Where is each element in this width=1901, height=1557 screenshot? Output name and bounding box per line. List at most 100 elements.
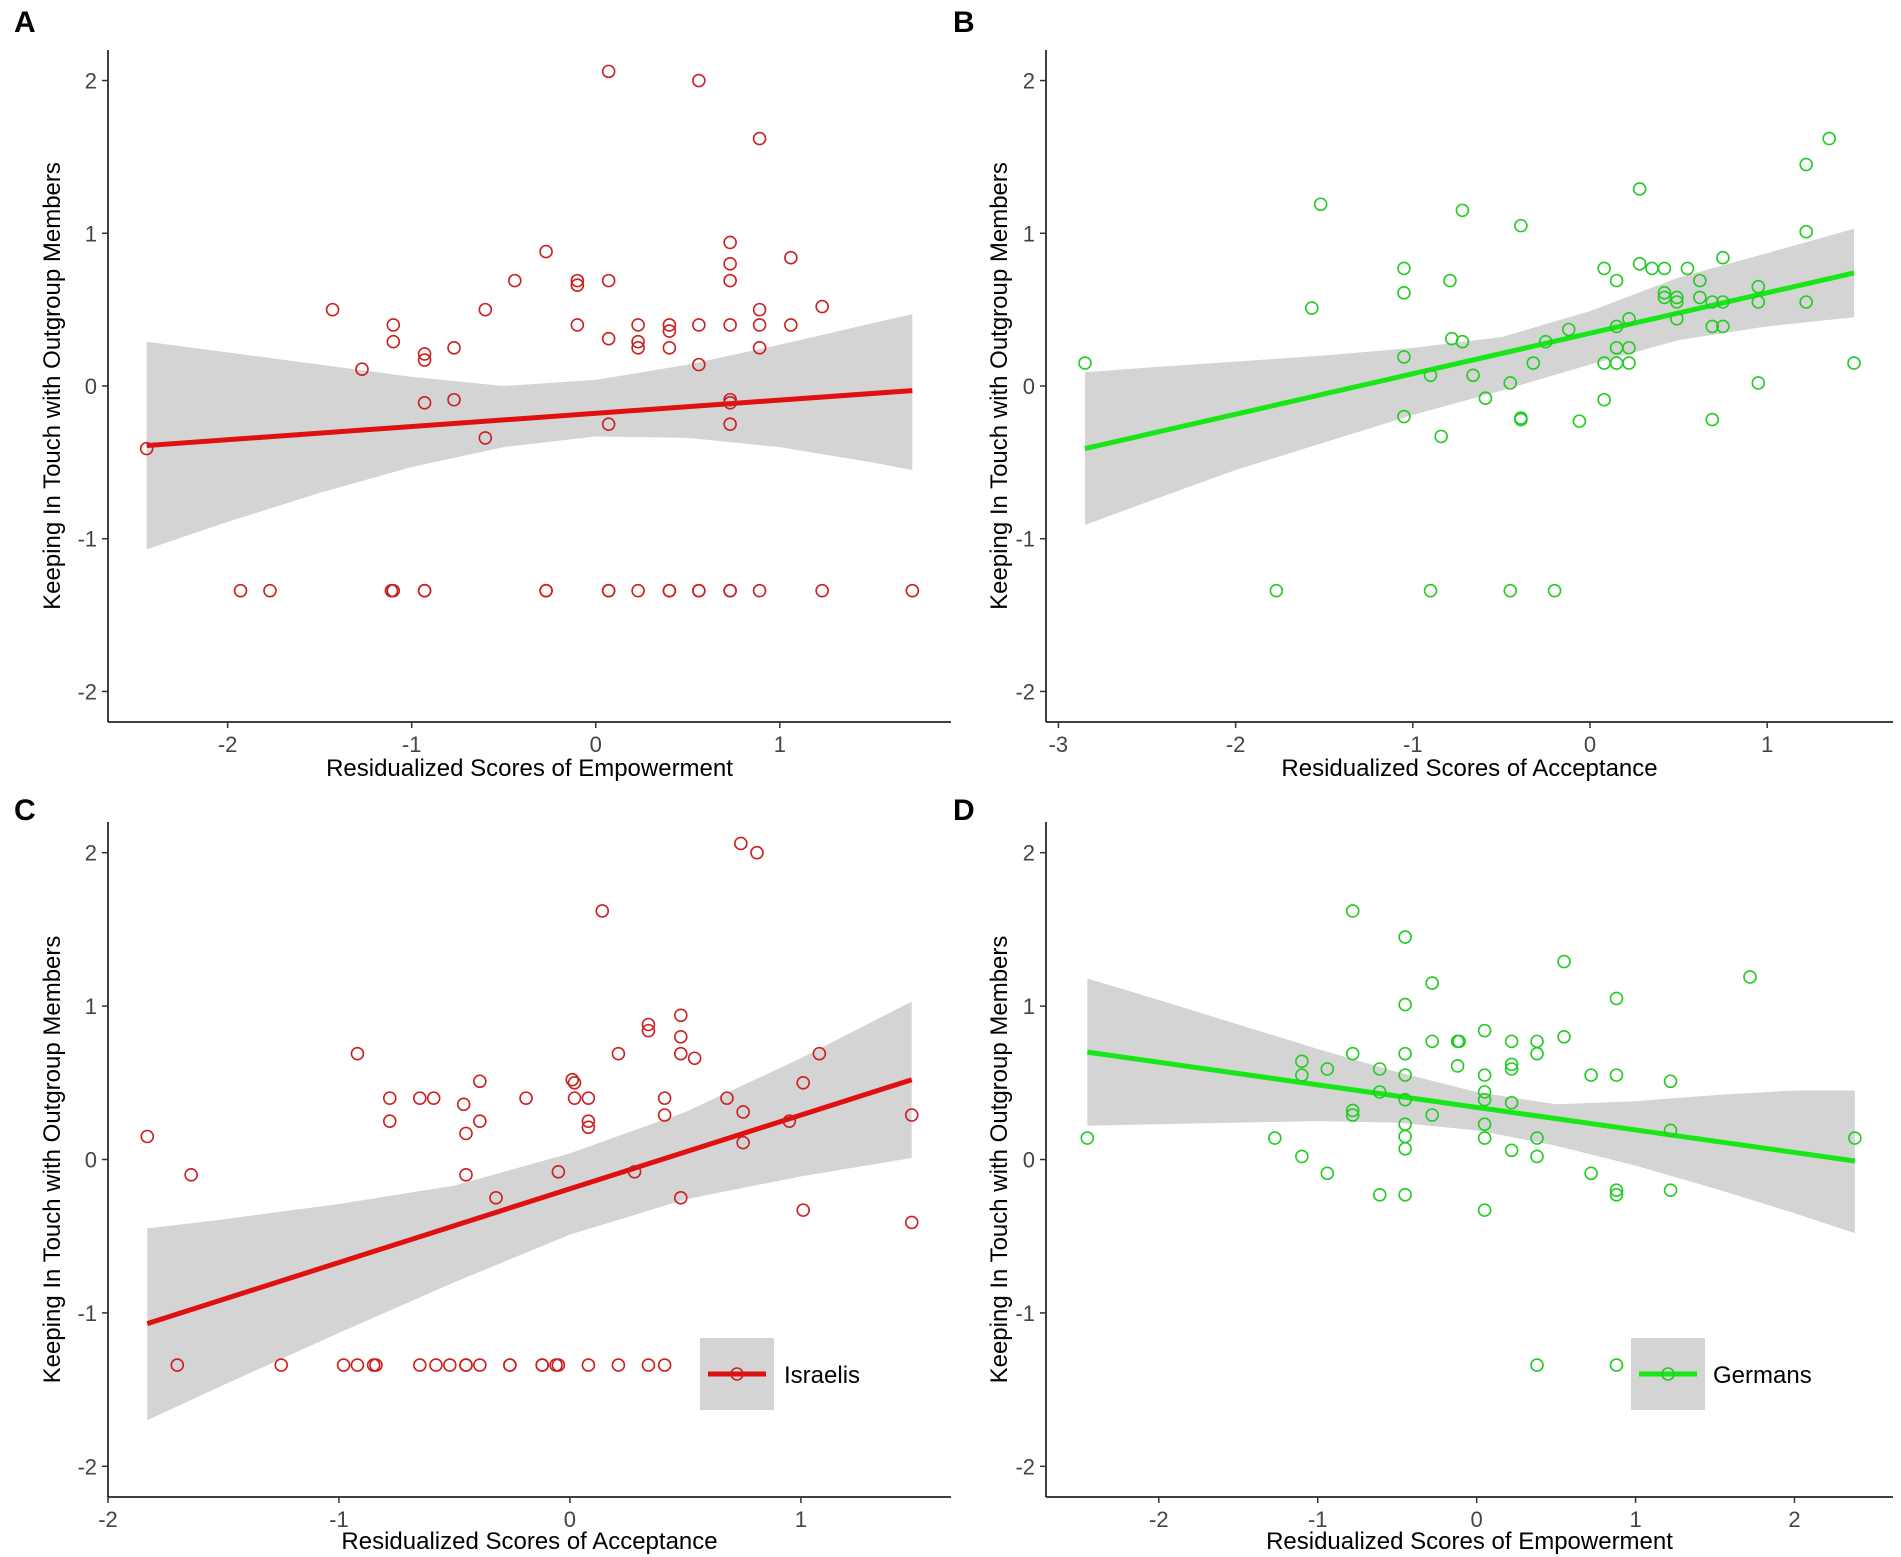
data-point	[1670, 295, 1684, 309]
data-point	[581, 1120, 596, 1135]
x-tick-label: -1	[402, 732, 422, 757]
y-tick-label: 1	[85, 994, 97, 1019]
data-point	[1345, 1103, 1360, 1118]
data-point	[551, 1164, 566, 1179]
data-point	[325, 302, 340, 317]
data-point	[611, 1358, 626, 1372]
data-point	[1372, 1187, 1387, 1202]
y-tick-label: -1	[77, 527, 97, 552]
y-tick-label: 2	[85, 69, 97, 94]
data-point	[1398, 1141, 1412, 1156]
data-point	[1398, 1092, 1412, 1107]
data-point	[1743, 970, 1757, 984]
data-point	[736, 1105, 750, 1119]
data-point	[1609, 991, 1624, 1006]
x-tick-label: -2	[98, 1507, 118, 1532]
x-tick-label: 0	[1471, 1507, 1483, 1532]
data-point	[1425, 1108, 1439, 1122]
data-point	[478, 302, 493, 317]
data-point	[1397, 409, 1411, 424]
data-point	[1622, 311, 1636, 326]
x-tick-label: 0	[564, 1507, 576, 1532]
data-point	[581, 1091, 596, 1105]
data-point	[1848, 1131, 1862, 1145]
data-point	[139, 441, 154, 456]
data-point	[1622, 356, 1636, 370]
data-point	[447, 341, 461, 355]
data-point	[1455, 334, 1470, 349]
data-point	[815, 299, 829, 314]
legend-key-point	[730, 1367, 744, 1381]
legend-label: Germans	[1713, 1362, 1812, 1389]
data-point	[478, 431, 493, 445]
y-axis-title: Keeping In Touch with Outgroup Members	[986, 936, 1013, 1384]
data-point	[601, 64, 616, 79]
data-point	[723, 235, 737, 250]
data-point	[140, 1129, 155, 1144]
data-point	[1345, 1108, 1360, 1122]
data-point	[1078, 356, 1092, 370]
data-point	[692, 357, 706, 372]
data-point	[631, 341, 645, 355]
data-point	[1609, 1183, 1624, 1197]
data-point	[565, 1072, 580, 1087]
regression-line	[146, 388, 913, 449]
x-tick-label: -1	[329, 1507, 349, 1532]
panel-label: C	[14, 794, 36, 827]
data-point	[784, 318, 798, 332]
data-point	[1320, 1062, 1335, 1076]
data-point	[904, 1108, 919, 1122]
data-point	[1477, 1131, 1492, 1145]
data-point	[459, 1168, 473, 1182]
data-point	[1609, 273, 1624, 288]
data-point	[1693, 290, 1707, 305]
data-point	[507, 273, 522, 288]
data-point	[1295, 1054, 1309, 1069]
data-point	[456, 1097, 471, 1112]
data-point	[417, 347, 432, 361]
x-tick-label: 1	[1761, 732, 1773, 757]
data-point	[782, 1114, 797, 1128]
data-point	[1526, 356, 1541, 370]
data-point	[570, 273, 585, 288]
data-point	[723, 257, 737, 271]
data-point	[1751, 376, 1766, 390]
data-point	[1693, 273, 1707, 288]
data-point	[812, 1046, 827, 1061]
legend-key-point	[1661, 1367, 1675, 1381]
data-point	[692, 318, 706, 332]
data-point	[1705, 295, 1720, 309]
data-point	[1663, 1123, 1678, 1138]
data-point	[184, 1168, 198, 1182]
data-point	[1822, 131, 1837, 146]
y-tick-label: 0	[1023, 374, 1035, 399]
data-point	[1632, 257, 1647, 271]
confidence-band	[147, 1001, 912, 1421]
data-point	[641, 1023, 656, 1038]
data-point	[1657, 261, 1672, 276]
data-point	[1304, 301, 1319, 315]
data-point	[1477, 1068, 1492, 1082]
legend-label: Israelis	[784, 1362, 860, 1389]
data-point	[750, 845, 764, 860]
data-point	[1320, 1166, 1335, 1181]
x-tick-label: 0	[1584, 732, 1596, 757]
data-point	[723, 417, 737, 431]
data-point	[1450, 1059, 1465, 1073]
panel-label: B	[953, 6, 975, 39]
data-point	[539, 583, 553, 598]
y-tick-label: -2	[77, 679, 97, 704]
data-point	[1799, 157, 1813, 172]
y-tick-label: 2	[1023, 69, 1035, 94]
data-point	[1609, 319, 1624, 334]
data-point	[263, 583, 277, 598]
data-point	[1504, 1034, 1519, 1049]
x-tick-label: -3	[1049, 732, 1069, 757]
y-tick-label: 0	[1023, 1148, 1035, 1173]
y-tick-label: -2	[1015, 1454, 1035, 1479]
data-point	[1504, 1057, 1519, 1072]
panel-label: A	[14, 6, 36, 39]
data-point	[673, 1046, 688, 1061]
data-point	[1503, 376, 1518, 390]
